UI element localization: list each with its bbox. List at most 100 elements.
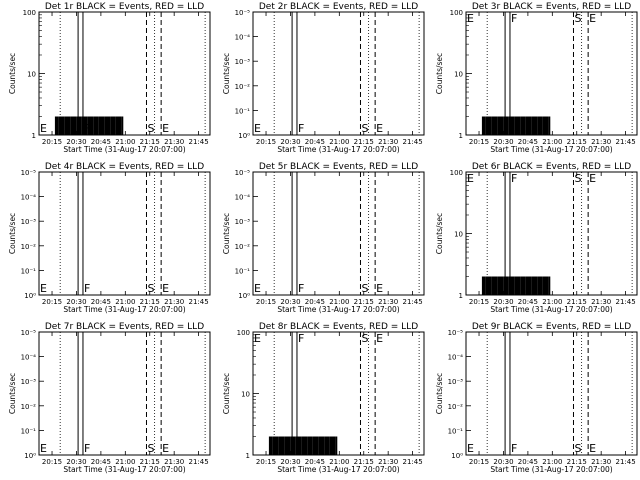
panel-2: Det 2r BLACK = Events, RED = LLD 20:15 20:… (222, 2, 425, 154)
x-tick-label: 21:45 (403, 298, 423, 306)
x-tick-label: 21:45 (403, 458, 423, 466)
y-tick-label: 10⁻⁵ (21, 169, 37, 177)
x-tick-label: 20:15 (469, 138, 489, 146)
y-tick-label: 10⁻⁵ (448, 329, 464, 337)
y-tick-label: 10⁻³ (235, 218, 251, 226)
x-tick-label: 20:45 (91, 458, 111, 466)
x-tick-label: 21:45 (189, 138, 209, 146)
x-tick-label: 20:45 (91, 138, 111, 146)
x-tick-label: 21:00 (115, 298, 135, 306)
y-tick-label: 10⁰ (238, 292, 250, 300)
marker-letter-e: E (40, 122, 47, 135)
y-tick-label: 10⁻⁵ (235, 169, 251, 177)
marker-letter-e: E (254, 122, 261, 135)
plot-frame (465, 11, 638, 136)
marker-letter-f: F (511, 442, 517, 455)
x-tick-label: 20:45 (518, 138, 538, 146)
marker-letter-e: E (162, 122, 169, 135)
panel-title: Det 3r BLACK = Events, RED = LLD (472, 2, 631, 12)
x-tick-label: 21:15 (567, 298, 587, 306)
y-tick-label: 10⁰ (24, 292, 36, 300)
x-tick-label: 21:15 (140, 298, 160, 306)
x-tick-label: 20:15 (256, 298, 276, 306)
x-tick-label: 20:30 (280, 298, 300, 306)
y-tick-label: 1 (459, 132, 463, 140)
y-tick-label: 10 (454, 71, 463, 79)
x-axis-label: Start Time (31-Aug-17 20:07:00) (277, 145, 399, 154)
panel-1: Det 1r BLACK = Events, RED = LLD 20:15 20:… (8, 2, 211, 154)
x-tick-label: 21:30 (378, 298, 398, 306)
x-tick-label: 21:00 (115, 138, 135, 146)
y-tick-label: 10⁻² (448, 403, 464, 411)
x-tick-label: 21:00 (542, 458, 562, 466)
panel-4: Det 4r BLACK = Events, RED = LLD 20:15 20:… (8, 162, 211, 314)
x-tick-label: 20:30 (280, 138, 300, 146)
x-tick-label: 21:45 (616, 458, 636, 466)
x-tick-label: 21:30 (378, 138, 398, 146)
y-tick-label: 10⁻³ (21, 218, 37, 226)
marker-letter-s: S (361, 122, 368, 135)
x-tick-label: 20:15 (42, 138, 62, 146)
marker-letter-e: E (40, 282, 47, 295)
x-tick-label: 21:30 (378, 458, 398, 466)
marker-letter-s: S (147, 122, 154, 135)
x-tick-label: 21:30 (164, 298, 184, 306)
y-tick-label: 10⁻⁴ (235, 34, 251, 42)
y-tick-label: 10⁻⁵ (21, 329, 37, 337)
panel-title: Det 5r BLACK = Events, RED = LLD (259, 162, 418, 172)
y-tick-label: 10⁻¹ (235, 107, 251, 115)
panel-title: Det 8r BLACK = Events, RED = LLD (259, 322, 418, 332)
x-axis-label: Start Time (31-Aug-17 20:07:00) (63, 465, 185, 474)
y-tick-label: 10⁰ (238, 132, 250, 140)
y-tick-label: 10⁻³ (21, 378, 37, 386)
marker-letter-f: F (298, 122, 304, 135)
x-tick-label: 21:00 (115, 458, 135, 466)
y-tick-label: 10⁻² (21, 243, 37, 251)
plot-frame (252, 331, 425, 456)
x-tick-label: 20:15 (469, 298, 489, 306)
x-tick-label: 20:45 (305, 458, 325, 466)
y-axis-label: Counts/sec (435, 53, 444, 94)
marker-letter-s: S (147, 442, 154, 455)
panel-8: Det 8r BLACK = Events, RED = LLD 20:15 20:… (222, 322, 425, 474)
y-tick-label: 10 (454, 231, 463, 239)
x-axis-label: Start Time (31-Aug-17 20:07:00) (490, 465, 612, 474)
x-tick-label: 21:30 (591, 458, 611, 466)
plot-frame (465, 331, 638, 456)
marker-letter-f: F (511, 172, 517, 185)
panel-title: Det 1r BLACK = Events, RED = LLD (45, 2, 204, 12)
y-tick-label: 10⁻¹ (235, 267, 251, 275)
marker-letter-f: F (84, 442, 90, 455)
y-tick-label: 100 (450, 169, 463, 177)
y-tick-label: 10⁻² (235, 243, 251, 251)
x-tick-label: 21:15 (567, 458, 587, 466)
panel-7: Det 7r BLACK = Events, RED = LLD 20:15 20:… (8, 322, 211, 474)
panel-5: Det 5r BLACK = Events, RED = LLD 20:15 20:… (222, 162, 425, 314)
x-tick-label: 21:15 (140, 458, 160, 466)
x-tick-label: 21:15 (354, 298, 374, 306)
x-tick-label: 20:15 (42, 298, 62, 306)
x-tick-label: 21:45 (616, 138, 636, 146)
panel-title: Det 9r BLACK = Events, RED = LLD (472, 322, 631, 332)
x-tick-label: 21:45 (189, 298, 209, 306)
x-tick-label: 20:45 (305, 298, 325, 306)
x-axis-label: Start Time (31-Aug-17 20:07:00) (490, 305, 612, 314)
x-tick-label: 21:45 (616, 298, 636, 306)
y-tick-label: 10⁰ (451, 452, 463, 460)
plot-frame (38, 11, 211, 136)
y-tick-label: 1 (32, 132, 36, 140)
x-tick-label: 21:30 (164, 458, 184, 466)
y-tick-label: 1 (246, 452, 250, 460)
panel-6: Det 6r BLACK = Events, RED = LLD 20:15 20:… (435, 162, 638, 314)
panel-title: Det 2r BLACK = Events, RED = LLD (259, 2, 418, 12)
y-axis-label: Counts/sec (222, 53, 231, 94)
marker-letter-f: F (298, 282, 304, 295)
y-axis-label: Counts/sec (435, 373, 444, 414)
marker-letter-e: E (467, 12, 474, 25)
y-tick-label: 10⁻⁴ (448, 354, 464, 362)
x-tick-label: 20:45 (305, 138, 325, 146)
x-tick-label: 20:30 (493, 458, 513, 466)
y-tick-label: 10⁻⁴ (21, 194, 37, 202)
y-tick-label: 10⁻¹ (21, 267, 37, 275)
plot-frame (465, 171, 638, 296)
